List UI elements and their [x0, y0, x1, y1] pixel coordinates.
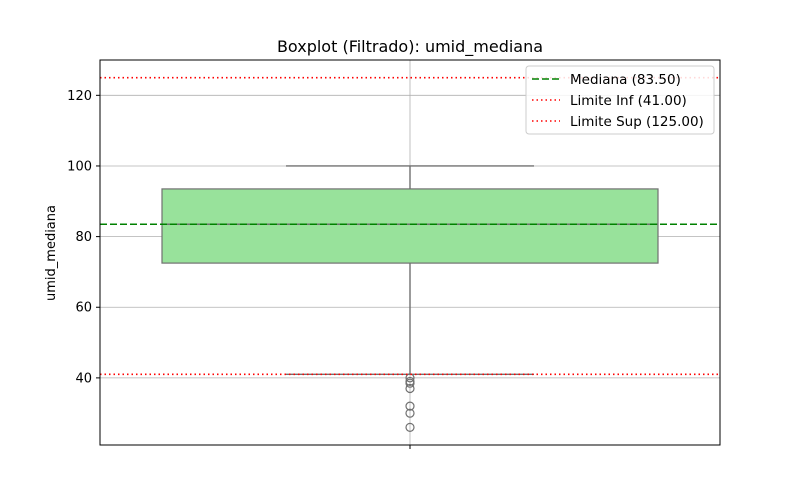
legend-label: Limite Inf (41.00) [570, 93, 687, 109]
box-layer [161, 165, 659, 432]
y-tick-label: 120 [67, 89, 92, 104]
legend: Mediana (83.50) Limite Inf (41.00) Limite … [525, 65, 715, 135]
legend-label: Mediana (83.50) [570, 72, 681, 88]
legend-box [525, 65, 715, 135]
y-tick-label: 80 [75, 230, 92, 245]
outlier-point [405, 408, 415, 418]
y-tick-label: 40 [75, 371, 92, 386]
outlier-point [405, 401, 415, 411]
y-tick-label: 60 [75, 301, 92, 316]
box-iqr [161, 188, 659, 264]
outlier-point [405, 422, 415, 432]
outlier-point [405, 373, 415, 383]
axes: 40 60 80 100 120 [67, 59, 721, 449]
y-tick-label: 100 [67, 159, 92, 174]
outlier-point [405, 378, 415, 388]
chart-title: Boxplot (Filtrado): umid_mediana [277, 37, 543, 57]
y-axis-label: umid_mediana [44, 205, 59, 301]
legend-label: Limite Sup (125.00) [570, 114, 704, 130]
outlier-point [405, 383, 415, 394]
reference-lines [100, 76, 720, 376]
